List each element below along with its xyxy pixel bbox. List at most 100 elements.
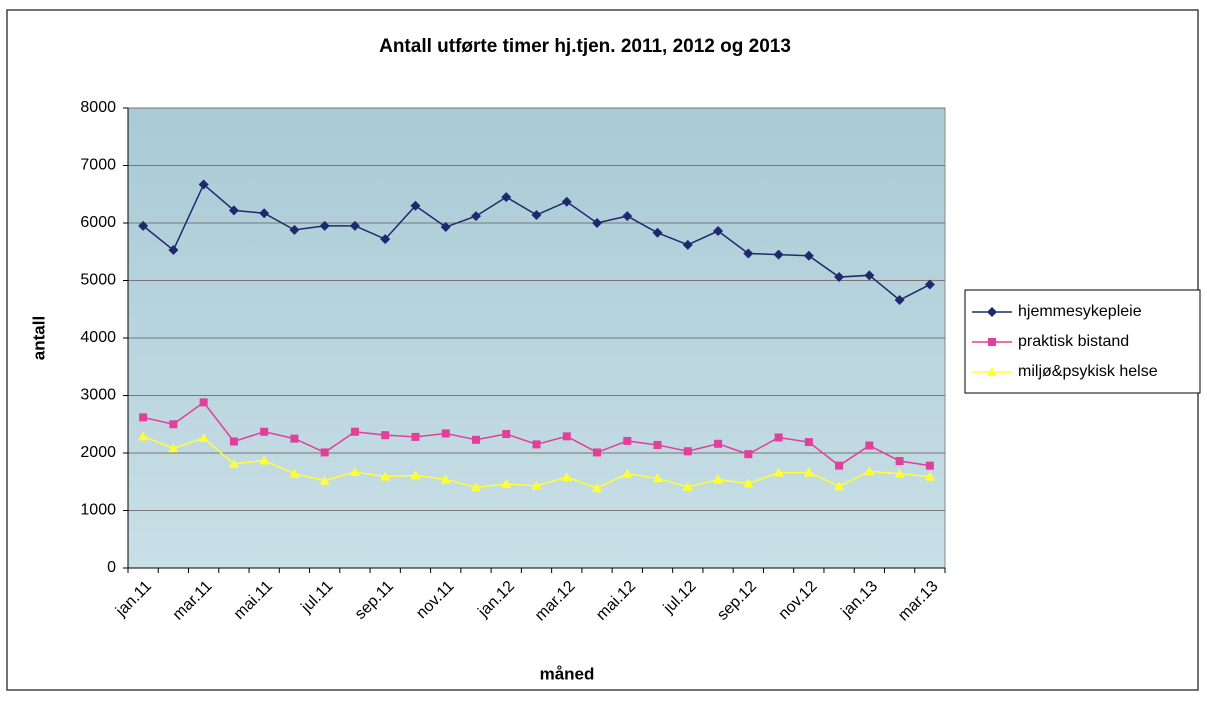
- data-point: [440, 222, 451, 233]
- data-point: [895, 457, 904, 466]
- legend-marker: [987, 367, 997, 376]
- legend-marker: [987, 307, 997, 317]
- data-point: [320, 448, 329, 457]
- data-point: [653, 440, 662, 449]
- data-point: [652, 473, 663, 483]
- data-point: [804, 438, 813, 447]
- data-point: [228, 205, 239, 216]
- data-point: [864, 466, 875, 476]
- data-point: [380, 471, 391, 481]
- data-point: [592, 483, 603, 493]
- data-point: [864, 270, 875, 281]
- data-point: [652, 227, 663, 238]
- y-tick-label: 0: [107, 559, 116, 576]
- data-point: [561, 472, 572, 482]
- y-tick-label: 4000: [80, 329, 116, 346]
- data-point: [381, 431, 390, 440]
- data-point: [532, 440, 541, 449]
- data-point: [169, 420, 178, 429]
- y-tick-label: 7000: [80, 157, 116, 174]
- data-point: [622, 468, 633, 478]
- data-point: [229, 437, 238, 446]
- y-tick-label: 1000: [80, 502, 116, 519]
- data-point: [562, 432, 571, 441]
- data-point: [713, 226, 724, 237]
- legend-label: praktisk bistand: [1018, 333, 1129, 350]
- data-point: [894, 468, 905, 478]
- data-point: [774, 433, 783, 442]
- data-point: [260, 427, 269, 436]
- data-point: [623, 436, 632, 445]
- data-point: [531, 480, 542, 490]
- data-point: [411, 432, 420, 441]
- data-point: [199, 398, 208, 407]
- data-point: [440, 474, 451, 484]
- y-tick-label: 5000: [80, 272, 116, 289]
- data-point: [531, 209, 542, 220]
- data-point: [592, 218, 603, 228]
- data-point: [470, 482, 481, 492]
- data-point: [349, 466, 360, 476]
- data-point: [894, 295, 905, 306]
- data-point: [319, 220, 330, 231]
- data-point: [168, 245, 179, 256]
- data-point: [289, 224, 300, 235]
- data-point: [228, 458, 239, 468]
- data-point: [350, 427, 359, 436]
- data-point: [259, 208, 270, 219]
- data-point: [290, 434, 299, 443]
- data-point: [803, 467, 814, 477]
- data-point: [139, 413, 148, 422]
- data-point: [441, 429, 450, 438]
- data-point: [743, 478, 754, 488]
- legend-label: hjemmesykepleie: [1018, 303, 1142, 320]
- data-point: [593, 448, 602, 457]
- data-point: [561, 196, 572, 207]
- data-point: [773, 249, 784, 260]
- data-point: [835, 461, 844, 470]
- data-point: [470, 211, 481, 222]
- y-axis-title: antall: [29, 316, 48, 360]
- data-point: [198, 433, 209, 443]
- data-point: [410, 470, 421, 480]
- y-tick-label: 3000: [80, 387, 116, 404]
- y-tick-label: 2000: [80, 444, 116, 461]
- data-point: [198, 179, 209, 190]
- data-point: [924, 471, 935, 481]
- data-point: [168, 443, 179, 453]
- data-point: [471, 435, 480, 444]
- data-point: [682, 239, 693, 250]
- data-point: [501, 192, 512, 203]
- x-axis-title: måned: [540, 664, 595, 683]
- data-point: [834, 481, 845, 491]
- data-point: [380, 234, 391, 245]
- data-point: [865, 441, 874, 450]
- data-point: [683, 447, 692, 456]
- data-point: [622, 211, 633, 222]
- data-point: [925, 461, 934, 470]
- data-point: [319, 475, 330, 485]
- data-point: [714, 439, 723, 448]
- data-point: [501, 479, 512, 489]
- data-point: [803, 250, 814, 261]
- data-point: [924, 279, 935, 290]
- data-point: [259, 455, 270, 465]
- chart-title: Antall utførte timer hj.tjen. 2011, 2012…: [379, 36, 791, 57]
- y-tick-label: 8000: [80, 99, 116, 116]
- data-point: [713, 474, 724, 484]
- data-point: [138, 431, 149, 441]
- legend-marker: [988, 338, 996, 346]
- data-point: [773, 467, 784, 477]
- data-point: [743, 248, 754, 259]
- data-point: [682, 481, 693, 491]
- y-tick-label: 6000: [80, 214, 116, 231]
- legend-label: miljø&psykisk helse: [1018, 363, 1158, 380]
- data-point: [744, 450, 753, 459]
- data-point: [349, 220, 360, 231]
- data-point: [289, 468, 300, 478]
- data-point: [410, 200, 421, 211]
- data-point: [138, 220, 149, 231]
- data-point: [502, 430, 511, 439]
